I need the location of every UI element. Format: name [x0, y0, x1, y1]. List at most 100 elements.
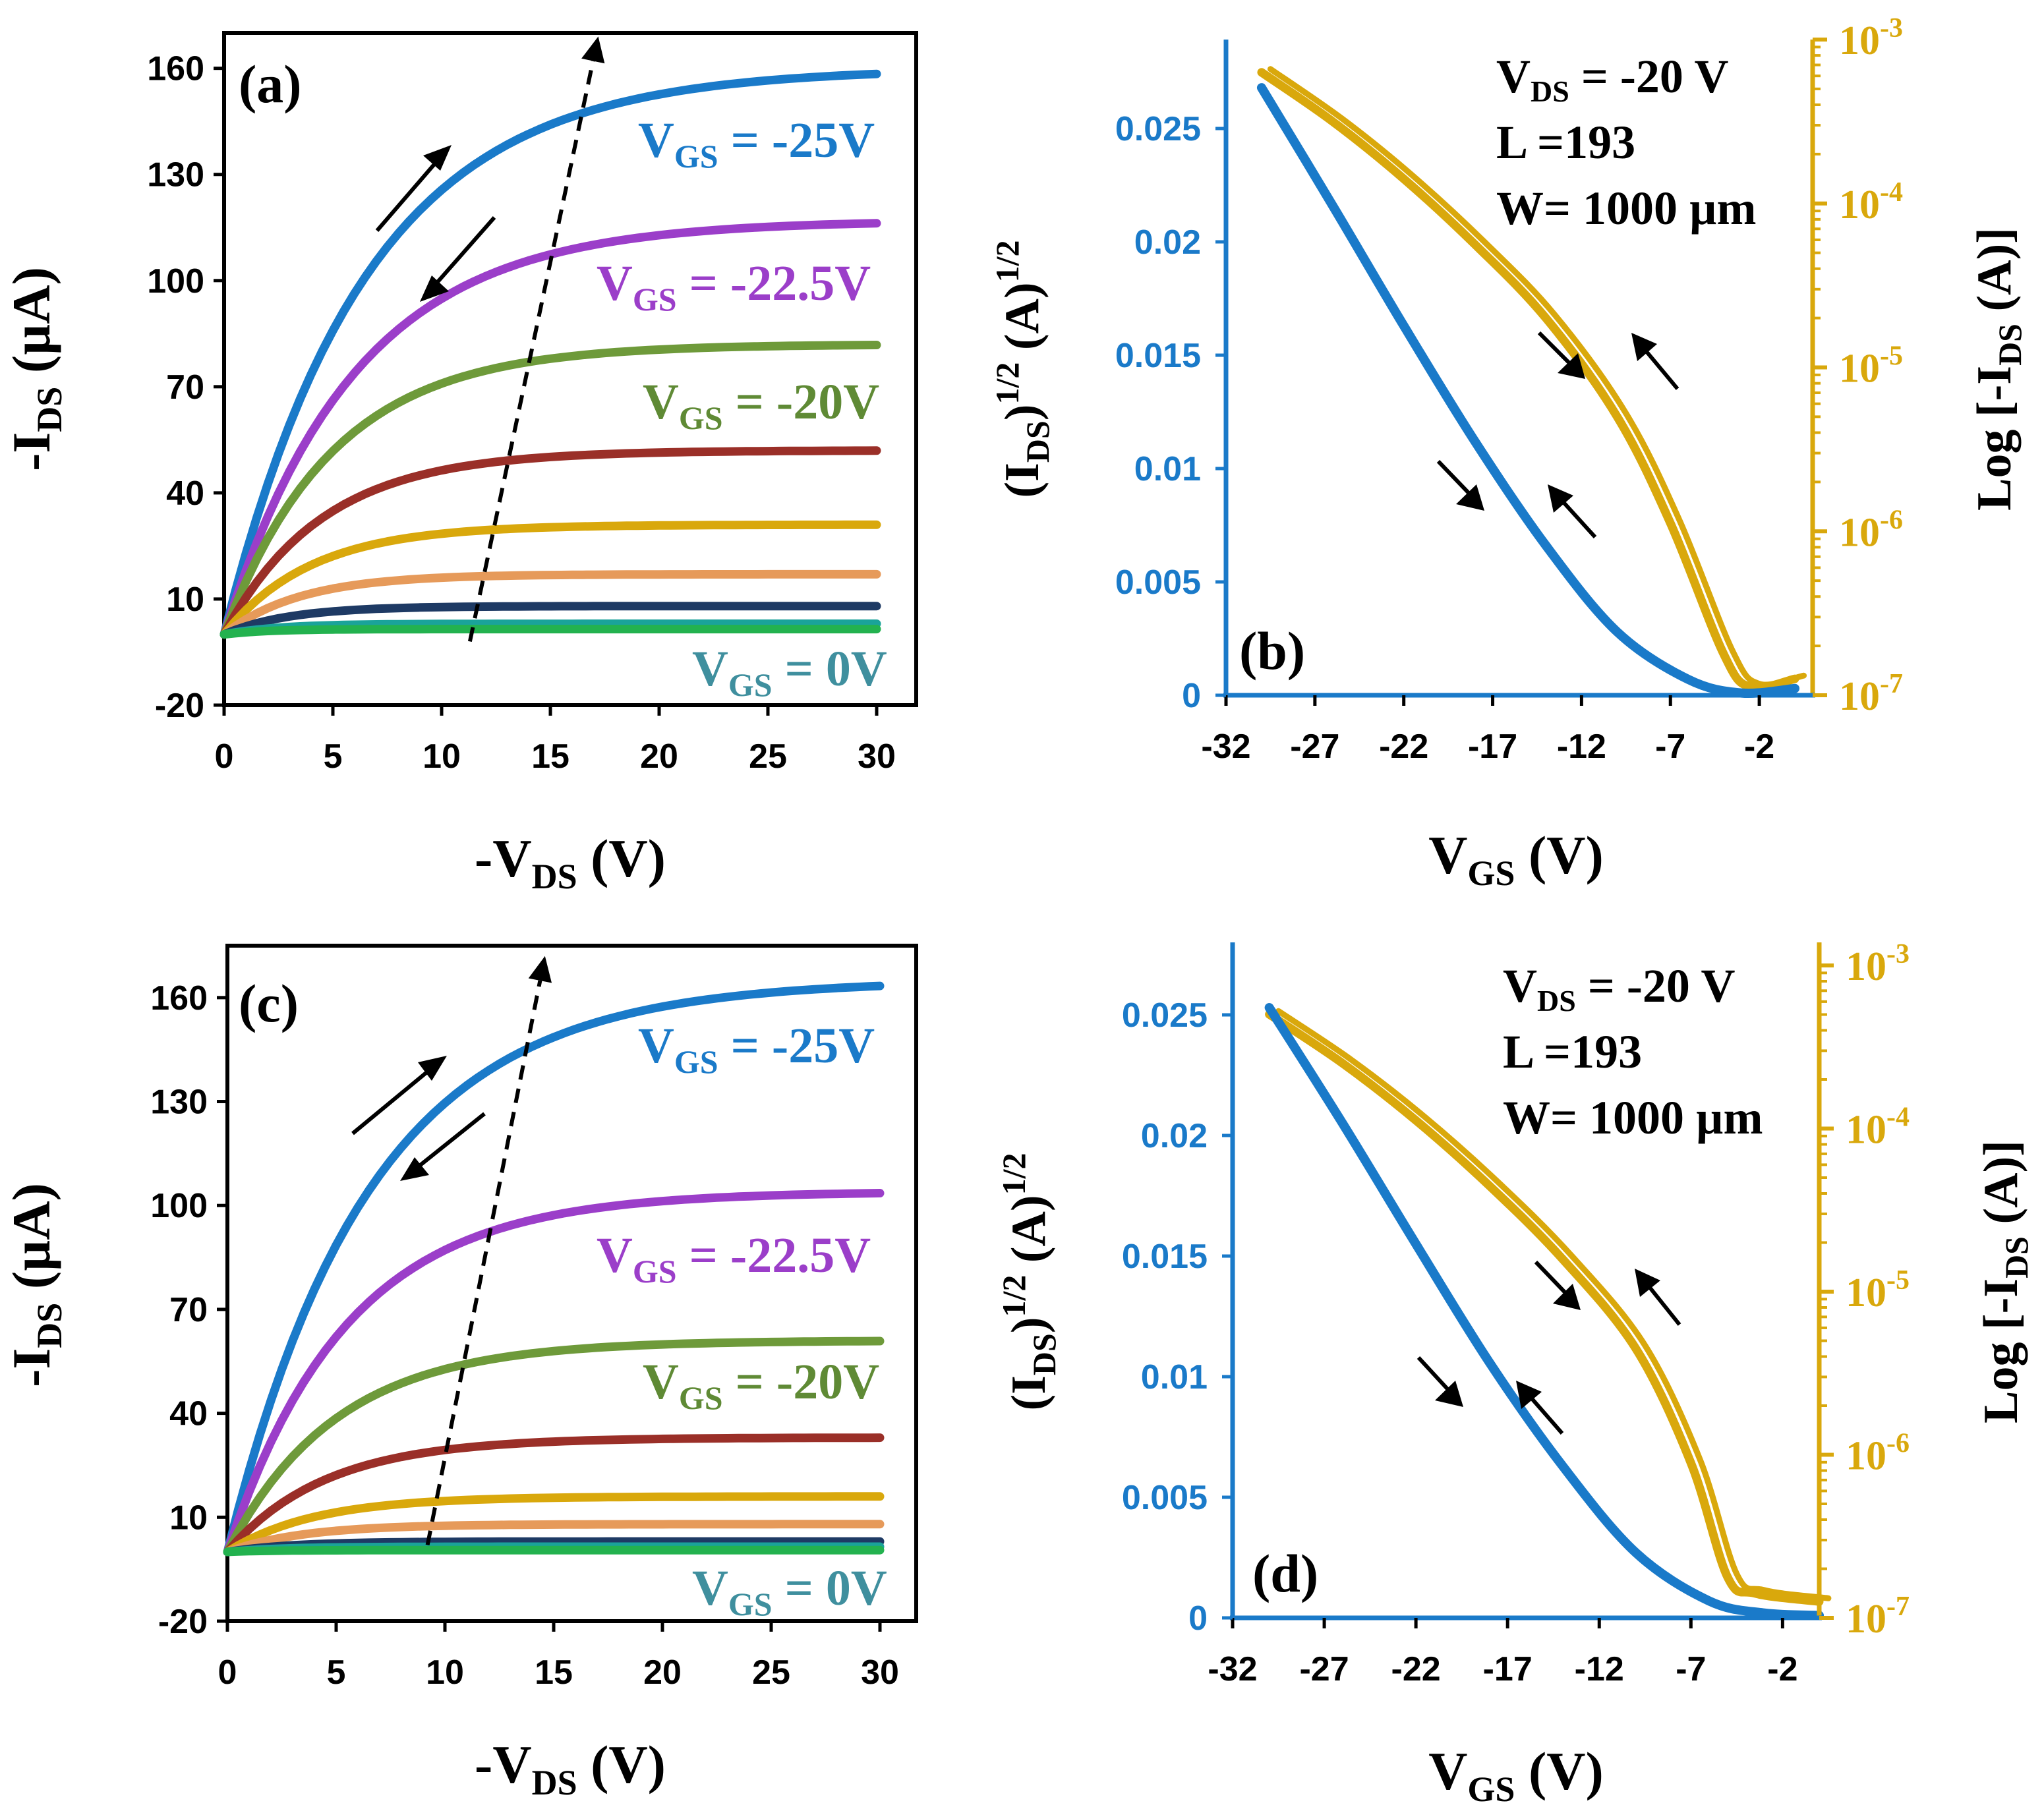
c-xtick-2: 10: [426, 1653, 464, 1692]
a-ytick-0: -20: [155, 687, 204, 725]
svg-text:VDS = -20 V: VDS = -20 V: [1496, 50, 1729, 108]
b-rtick-1: 10-6: [1839, 505, 1903, 555]
a-xtick-1: 5: [324, 737, 343, 776]
d-rtick-1: 10-6: [1846, 1429, 1910, 1479]
d-xtick-5: -7: [1676, 1650, 1706, 1688]
panel-a-plot-area: [222, 31, 918, 707]
b-ltick-5: 0.025: [1115, 110, 1201, 148]
panel-c-series: [223, 981, 885, 1557]
svg-text:L =193: L =193: [1496, 116, 1635, 169]
c-ytick-5: 130: [150, 1083, 208, 1122]
panel-c-plot-area: [225, 944, 918, 1623]
panel-a-series: [219, 69, 881, 639]
a-curve-6: [219, 602, 881, 639]
panel-d-left-ticks: 0 0.005 0.01 0.015 0.02 0.025: [1122, 996, 1233, 1638]
b-ltick-1: 0.005: [1115, 563, 1201, 602]
d-ltick-4: 0.02: [1141, 1117, 1208, 1155]
b-xtick-3: -17: [1468, 728, 1517, 766]
panel-d-x-ticks: -32 -27 -22 -17 -12 -7 -2: [1208, 1618, 1798, 1688]
panel-d-arrows: [1416, 1260, 1681, 1435]
c-xtick-0: 0: [218, 1653, 237, 1692]
panel-b-left-axis-title: (IDS)1/2 (A)1/2: [989, 240, 1056, 498]
a-curve-1: [219, 219, 881, 639]
d-ltick-2: 0.01: [1141, 1358, 1208, 1396]
d-xtick-4: -12: [1575, 1650, 1624, 1688]
panel-b-right-axis-title: Log [-IDS (A)]: [1968, 227, 2028, 511]
d-ltick-5: 0.025: [1122, 996, 1208, 1035]
panel-b-label: (b): [1239, 621, 1305, 681]
a-curve-0: [219, 69, 881, 639]
panel-d-annotation: VDS = -20 V L =193 W= 1000 µm: [1503, 960, 1763, 1144]
panel-a-label: (a): [239, 54, 302, 114]
c-ytick-3: 70: [169, 1291, 208, 1329]
c-ytick-4: 100: [150, 1187, 208, 1225]
panel-c-trend-arrowhead: [528, 956, 552, 983]
c-ytick-2: 40: [169, 1395, 208, 1433]
c-xtick-1: 5: [327, 1653, 346, 1692]
d-sqrt-curve: [1264, 1003, 1824, 1621]
panel-a-y-ticks: -20 10 40 70 100 130 160: [147, 50, 224, 725]
a-curve-4: [219, 520, 881, 639]
c-ytick-1: 10: [169, 1499, 208, 1537]
c-curve-0: [223, 981, 885, 1557]
panel-b-annotation: VDS = -20 V L =193 W= 1000 µm: [1496, 50, 1757, 235]
b-sqrt-curve: [1256, 83, 1799, 698]
d-ltick-3: 0.015: [1122, 1238, 1208, 1276]
svg-text:L =193: L =193: [1503, 1025, 1642, 1078]
svg-text:VDS = -20 V: VDS = -20 V: [1503, 960, 1736, 1018]
a-xtick-0: 0: [215, 737, 234, 776]
panel-a-label-vgs-22-5: VGS = -22.5V: [597, 256, 871, 318]
b-rtick-3: 10-4: [1839, 177, 1903, 227]
d-ltick-1: 0.005: [1122, 1479, 1208, 1517]
d-rtick-0: 10-7: [1846, 1592, 1910, 1642]
panel-d: -32 -27 -22 -17 -12 -7 -2 00.0050.010.0150.020…: [995, 939, 2035, 1807]
b-xtick-5: -7: [1655, 728, 1685, 766]
d-ltick-0: 0: [1188, 1599, 1208, 1638]
panel-c-x-ticks: 0 5 10 15 20 25 30: [218, 1621, 899, 1692]
b-ltick-3: 0.015: [1115, 337, 1201, 375]
a-curve-3: [219, 446, 881, 639]
a-ytick-2: 40: [166, 474, 204, 513]
c-ytick-0: -20: [158, 1603, 208, 1641]
a-curve-8: [219, 625, 881, 639]
panel-b-right-ticks: 10-7 10-6 10-5 10-4 10-3: [1813, 13, 1903, 719]
b-rtick-0: 10-7: [1839, 669, 1903, 719]
panel-d-left-axis-title: (IDS)1/2 (A)1/2: [995, 1153, 1063, 1410]
panel-c-y-ticks: -20 10 40 70 100 130 160: [150, 979, 227, 1641]
panel-b-curves: [1256, 66, 1807, 698]
panel-c-trend-arrow: [425, 980, 542, 1545]
panel-d-right-axis-title: Log [-IDS (A)]: [1974, 1140, 2035, 1423]
b-ltick-0: 0: [1182, 677, 1201, 715]
panel-c-label-vgs-20: VGS = -20V: [643, 1354, 879, 1416]
panel-d-right-ticks: 10-7 10-6 10-5 10-4 10-3: [1819, 939, 1910, 1642]
d-xtick-0: -32: [1208, 1650, 1257, 1688]
a-xtick-4: 20: [640, 737, 678, 776]
d-log-curve-forward: [1265, 1010, 1824, 1606]
b-xtick-4: -12: [1557, 728, 1606, 766]
panel-c-x-axis-title: -VDS (V): [475, 1735, 666, 1802]
panel-c: 0 5 10 15 20 25 30 -20 10 40 70 100 130 160 (c) VGS …: [1, 944, 918, 1802]
c-curve-4: [223, 1492, 885, 1557]
a-xtick-3: 15: [531, 737, 569, 776]
panel-c-label-vgs-0: VGS = 0V: [692, 1561, 887, 1622]
panel-c-y-axis-title: -IDS (µA): [1, 1183, 69, 1387]
b-ltick-2: 0.01: [1134, 450, 1201, 488]
c-curve-8: [223, 1545, 885, 1557]
a-ytick-6: 160: [147, 50, 204, 88]
panel-a-forward-arrow: [375, 145, 452, 232]
d-xtick-1: -27: [1299, 1650, 1349, 1688]
d-xtick-6: -2: [1767, 1650, 1797, 1688]
d-xtick-2: -22: [1391, 1650, 1441, 1688]
panel-a-label-vgs-20: VGS = -20V: [643, 374, 879, 436]
panel-b-left-ticks: 0 0.005 0.01 0.015 0.02 0.025: [1115, 110, 1226, 715]
panel-c-label-vgs-25: VGS = -25V: [638, 1018, 875, 1080]
c-curve-3: [223, 1433, 885, 1557]
panel-d-curves: [1264, 1003, 1832, 1621]
panel-d-x-axis-title: VGS (V): [1428, 1741, 1604, 1807]
panel-a-label-vgs-0: VGS = 0V: [692, 641, 887, 703]
panel-b-arrows: [1436, 331, 1679, 539]
a-xtick-5: 25: [749, 737, 787, 776]
c-xtick-3: 15: [535, 1653, 573, 1692]
panel-a-x-axis-title: -VDS (V): [475, 828, 666, 896]
